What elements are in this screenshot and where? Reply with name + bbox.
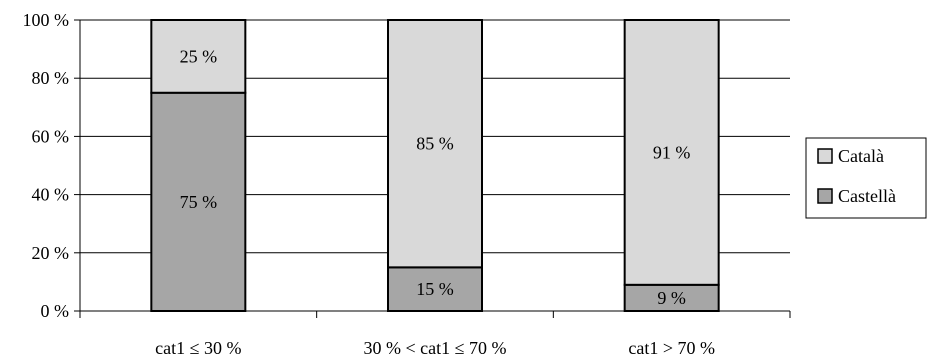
y-tick-label: 20 % <box>32 243 70 263</box>
data-label: 91 % <box>653 142 691 162</box>
bar-segment-catala <box>150 19 247 94</box>
data-label: 75 % <box>180 192 218 212</box>
x-category-label: cat1 ≤ 30 % <box>155 338 241 358</box>
legend: Català Castellà <box>805 137 927 219</box>
y-tick-label: 100 % <box>23 10 70 30</box>
legend-swatch <box>817 188 833 204</box>
data-label: 9 % <box>657 288 686 308</box>
legend-swatch <box>817 148 833 164</box>
y-tick-label: 60 % <box>32 126 70 146</box>
data-label: 25 % <box>180 46 218 66</box>
legend-label: Català <box>838 146 884 166</box>
y-tick-label: 80 % <box>32 68 70 88</box>
y-tick-label: 40 % <box>32 185 70 205</box>
x-category-label: 30 % < cat1 ≤ 70 % <box>364 338 507 358</box>
axes: 0 % 20 % 40 % 60 % 80 % 100 % cat1 ≤ 30 % 30 % … <box>23 10 791 358</box>
bar-segment-catala <box>387 19 483 269</box>
bars: 75 % 25 % 15 % 85 % 9 % 91 % <box>150 19 720 313</box>
data-label: 15 % <box>416 279 454 299</box>
legend-label: Castellà <box>838 186 896 206</box>
bar-segment-catala <box>623 19 720 286</box>
x-category-label: cat1 > 70 % <box>628 338 715 358</box>
y-tick-label: 0 % <box>41 301 70 321</box>
data-label: 85 % <box>416 134 454 154</box>
bar-segment-castella <box>150 91 247 312</box>
